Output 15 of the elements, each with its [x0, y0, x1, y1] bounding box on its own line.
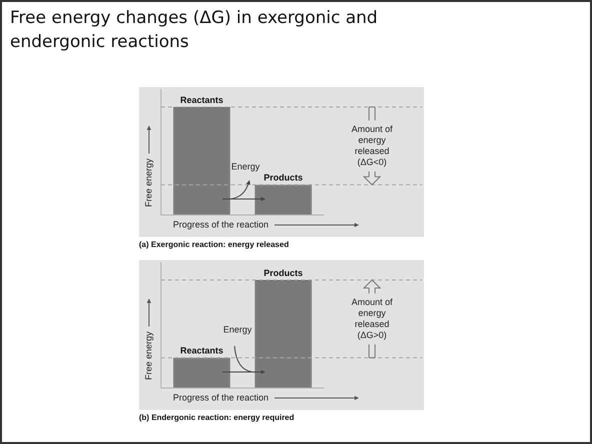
- x-tick-label: Products: [264, 172, 303, 183]
- x-axis-title: Progress of the reaction: [173, 392, 269, 402]
- x-tick-label: Products: [264, 268, 303, 278]
- text: (b) Endergonic reaction: energy required: [139, 413, 296, 422]
- text: (a) Exergonic reaction: energy released: [139, 240, 290, 249]
- annotation: Energy: [223, 324, 252, 334]
- x-tick-label: Reactants: [180, 94, 224, 105]
- annotation: Energy: [231, 161, 260, 172]
- y-axis-title: Free energy: [143, 330, 154, 380]
- text: Amount of energy released (ΔG>0): [351, 296, 394, 340]
- x-tick-label: Reactants: [180, 346, 224, 356]
- x-axis-title: Progress of the reaction: [173, 219, 269, 230]
- text: Amount of energy released (ΔG<0): [351, 124, 394, 167]
- chart-title: Free energy changes (ΔG) in exergonic and endergonic reactions: [10, 7, 379, 54]
- y-axis-title: Free energy: [143, 158, 154, 207]
